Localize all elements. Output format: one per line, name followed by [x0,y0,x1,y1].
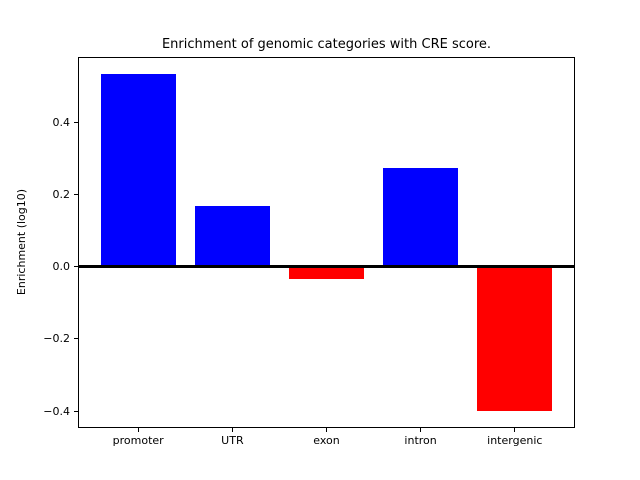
bar-intergenic [477,266,553,412]
y-tick-label-0.0: 0.0 [52,260,71,274]
x-tick-mark-intergenic [514,428,516,432]
x-tick-label-exon: exon [313,434,340,447]
x-tick-label-promoter: promoter [112,434,164,447]
y-tick-mark-−0.4 [74,410,78,412]
chart-title: Enrichment of genomic categories with CR… [161,37,492,52]
y-tick-label-−0.4: −0.4 [43,404,70,418]
bar-promoter [100,73,176,267]
x-tick-mark-exon [326,428,327,432]
x-tick-mark-promoter [137,428,139,432]
y-tick-label-−0.2: −0.2 [43,332,70,346]
y-tick-mark-0.0 [74,266,78,268]
y-tick-label-0.2: 0.2 [52,188,71,202]
x-tick-label-intergenic: intergenic [487,434,543,447]
x-tick-mark-UTR [231,428,233,432]
y-tick-mark-0.4 [74,122,78,124]
zero-line [78,265,575,269]
y-tick-label-0.4: 0.4 [52,116,71,130]
bar-UTR [194,206,270,267]
x-tick-label-UTR: UTR [221,434,244,447]
y-tick-mark-0.2 [74,194,78,196]
y-tick-mark-−0.2 [74,338,78,340]
x-tick-label-intron: intron [404,434,437,447]
x-tick-mark-intron [420,428,422,432]
bar-exon [288,266,365,280]
y-axis-label: Enrichment (log10) [15,188,28,296]
bar-intron [383,168,459,267]
